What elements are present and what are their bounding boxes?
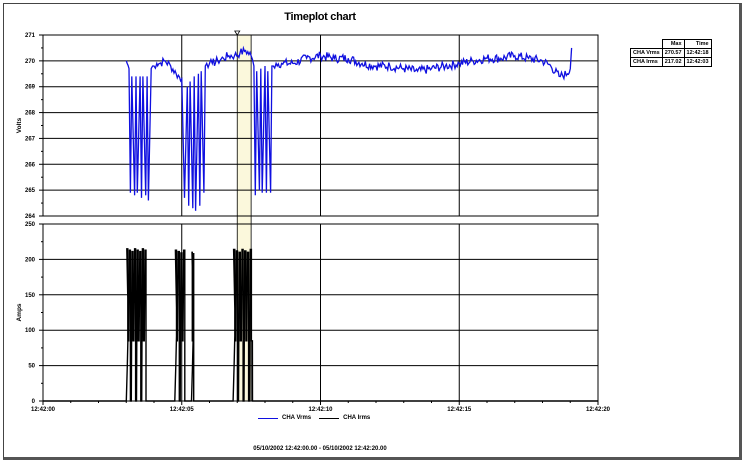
stats-header-max: Max xyxy=(661,39,685,49)
legend-swatch-irms xyxy=(319,417,340,419)
irms-series-line xyxy=(43,248,598,402)
svg-text:50: 50 xyxy=(28,364,35,370)
legend-label-vrms: CHA Vrms xyxy=(282,415,312,421)
svg-text:265: 265 xyxy=(25,188,36,194)
svg-text:Amps: Amps xyxy=(16,303,23,321)
chart-axes: 12:42:00 12:42:05 12:42:10 12:42:15 12:42:20 xyxy=(31,401,611,413)
svg-text:100: 100 xyxy=(25,328,36,334)
svg-text:264: 264 xyxy=(25,214,36,220)
svg-text:12:42:00: 12:42:00 xyxy=(31,407,56,413)
voltage-panel-grid: 271 270 269 268 267 266 265 264 Volts xyxy=(16,33,599,220)
svg-text:12:42:10: 12:42:10 xyxy=(308,407,333,413)
svg-text:12:42:05: 12:42:05 xyxy=(170,407,195,413)
svg-text:271: 271 xyxy=(25,33,36,39)
stats-max-value: 270.57 xyxy=(661,48,685,58)
vrms-series-line xyxy=(125,45,573,211)
legend-label-irms: CHA Irms xyxy=(343,415,371,421)
stats-row: CHA Irms 217.02 12:42:03 xyxy=(630,57,712,67)
stats-table: Max Time CHA Vrms 270.57 12:42:18 CHA Ir… xyxy=(630,39,712,67)
time-cursor-marker[interactable] xyxy=(234,30,241,36)
stats-max-time: 12:42:03 xyxy=(683,57,712,67)
time-range-label: 05/10/2002 12:42:00.00 - 05/10/2002 12:4… xyxy=(253,446,387,452)
svg-text:Volts: Volts xyxy=(16,117,23,133)
svg-text:12:42:20: 12:42:20 xyxy=(586,407,611,413)
stats-header-time: Time xyxy=(683,39,712,49)
svg-text:0: 0 xyxy=(32,399,36,405)
svg-text:200: 200 xyxy=(25,257,36,263)
svg-text:267: 267 xyxy=(25,136,36,142)
chart-title: Timeplot chart xyxy=(284,11,356,23)
svg-text:266: 266 xyxy=(25,162,36,168)
chart-legend: CHA Vrms CHA Irms xyxy=(258,415,370,421)
stats-series-name: CHA Vrms xyxy=(630,48,663,58)
svg-text:12:42:15: 12:42:15 xyxy=(447,407,472,413)
stats-max-value: 217.02 xyxy=(661,57,685,67)
svg-text:250: 250 xyxy=(25,222,36,228)
current-panel-grid: 250 200 150 100 50 0 Amps xyxy=(16,222,599,405)
svg-text:269: 269 xyxy=(25,85,36,91)
stats-series-name: CHA Irms xyxy=(630,57,663,67)
svg-text:268: 268 xyxy=(25,111,36,117)
svg-text:150: 150 xyxy=(25,293,36,299)
stats-max-time: 12:42:18 xyxy=(683,48,712,58)
svg-text:270: 270 xyxy=(25,59,36,65)
legend-swatch-vrms xyxy=(258,417,278,419)
stats-row: CHA Vrms 270.57 12:42:18 xyxy=(630,48,712,58)
